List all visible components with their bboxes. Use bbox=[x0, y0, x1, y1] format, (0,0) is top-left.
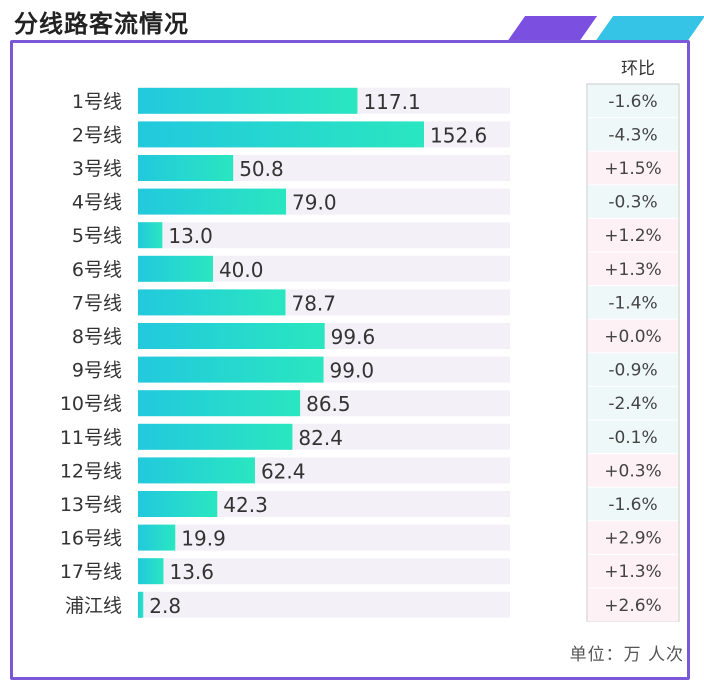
category-label: 8号线 bbox=[72, 326, 122, 348]
category-label: 13号线 bbox=[60, 494, 122, 516]
value-label: 42.3 bbox=[223, 493, 268, 517]
bar-track bbox=[138, 558, 510, 585]
value-label: 99.0 bbox=[330, 359, 375, 383]
value-label: 152.6 bbox=[430, 123, 487, 147]
category-label: 7号线 bbox=[72, 292, 122, 314]
chart-title: 分线路客流情况 bbox=[14, 10, 189, 38]
change-value: -2.4% bbox=[608, 394, 657, 414]
change-cell bbox=[588, 588, 678, 622]
bar bbox=[138, 222, 163, 249]
category-label: 17号线 bbox=[60, 561, 122, 583]
bar bbox=[138, 289, 286, 316]
change-cell bbox=[588, 420, 678, 454]
value-label: 13.0 bbox=[168, 224, 213, 248]
value-label: 19.9 bbox=[181, 527, 226, 551]
change-value: +0.0% bbox=[604, 327, 661, 347]
category-label: 2号线 bbox=[72, 124, 122, 146]
change-value: +0.3% bbox=[604, 461, 661, 481]
change-value: +2.6% bbox=[604, 596, 661, 616]
value-label: 13.6 bbox=[169, 560, 214, 584]
change-value: -1.6% bbox=[608, 92, 657, 112]
value-label: 2.8 bbox=[149, 594, 181, 618]
category-label: 12号线 bbox=[60, 460, 122, 482]
category-label: 10号线 bbox=[60, 393, 122, 415]
bar bbox=[138, 524, 176, 551]
category-label: 5号线 bbox=[72, 225, 122, 247]
category-label: 4号线 bbox=[72, 192, 122, 214]
bar-track bbox=[138, 524, 510, 551]
bar bbox=[138, 591, 144, 618]
change-value: -1.6% bbox=[608, 495, 657, 515]
bar bbox=[138, 356, 324, 383]
category-label: 11号线 bbox=[60, 427, 122, 449]
bar-track bbox=[138, 591, 510, 618]
change-value: +1.5% bbox=[604, 159, 661, 179]
change-value: -4.3% bbox=[608, 125, 657, 145]
change-value: +1.2% bbox=[604, 226, 661, 246]
bar-track bbox=[138, 222, 510, 249]
change-cell bbox=[588, 84, 678, 118]
bar bbox=[138, 491, 218, 517]
change-cell bbox=[588, 454, 678, 487]
bar bbox=[138, 457, 255, 484]
value-label: 40.0 bbox=[219, 258, 264, 282]
change-cell bbox=[588, 151, 678, 185]
change-value: -0.1% bbox=[608, 428, 657, 448]
value-label: 78.7 bbox=[291, 291, 336, 315]
change-column-header: 环比 bbox=[621, 59, 655, 79]
change-value: -1.4% bbox=[608, 293, 657, 313]
change-cell bbox=[588, 286, 678, 319]
bar bbox=[138, 121, 424, 148]
bar bbox=[138, 87, 358, 114]
bar bbox=[138, 155, 234, 181]
bar bbox=[138, 390, 301, 417]
bar bbox=[138, 423, 293, 450]
value-label: 117.1 bbox=[363, 90, 420, 114]
chart-frame bbox=[10, 40, 690, 680]
value-label: 99.6 bbox=[331, 325, 376, 349]
change-cell bbox=[588, 118, 678, 151]
value-label: 82.4 bbox=[298, 426, 343, 450]
value-label: 50.8 bbox=[239, 157, 284, 181]
bar bbox=[138, 558, 164, 585]
bar bbox=[138, 255, 213, 282]
unit-label: 单位：万 人次 bbox=[569, 645, 684, 665]
change-cell bbox=[588, 554, 678, 588]
change-value: +1.3% bbox=[604, 562, 661, 582]
change-cell bbox=[588, 521, 678, 554]
category-label: 9号线 bbox=[72, 360, 122, 382]
change-value: +2.9% bbox=[604, 529, 661, 549]
change-cell bbox=[588, 252, 678, 286]
value-label: 62.4 bbox=[261, 459, 306, 483]
change-value: -0.9% bbox=[608, 361, 657, 381]
bar bbox=[138, 323, 325, 349]
category-label: 3号线 bbox=[72, 158, 122, 180]
change-cell bbox=[588, 319, 678, 353]
category-label: 16号线 bbox=[60, 528, 122, 550]
change-cell bbox=[588, 218, 678, 252]
category-label: 1号线 bbox=[72, 91, 122, 113]
category-label: 6号线 bbox=[72, 259, 122, 281]
change-value: +1.3% bbox=[604, 260, 661, 280]
change-cell bbox=[588, 353, 678, 386]
value-label: 79.0 bbox=[292, 191, 337, 215]
value-label: 86.5 bbox=[306, 392, 351, 416]
change-value: -0.3% bbox=[608, 193, 657, 213]
category-label: 浦江线 bbox=[65, 595, 122, 617]
change-cell bbox=[588, 386, 678, 420]
change-cell bbox=[588, 487, 678, 521]
bar bbox=[138, 188, 287, 215]
change-cell bbox=[588, 185, 678, 218]
